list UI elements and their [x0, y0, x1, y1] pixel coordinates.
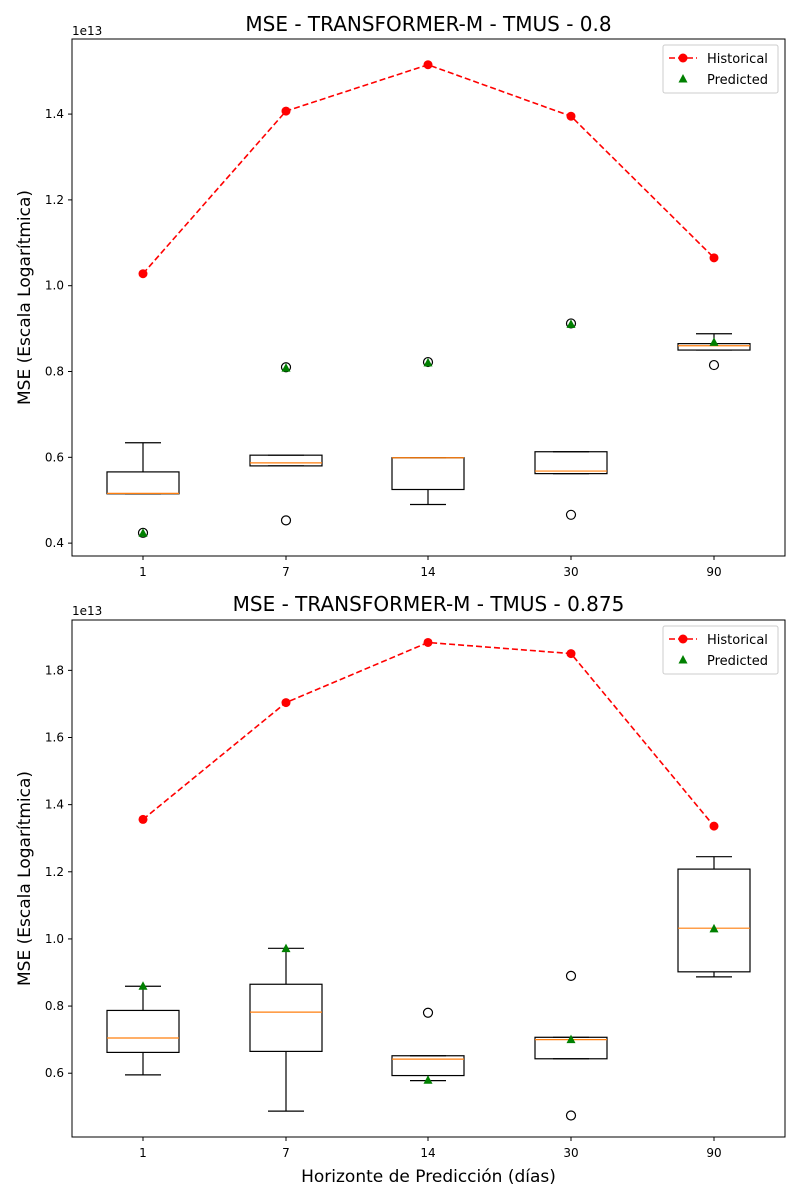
x-tick-label: 90: [706, 1146, 721, 1160]
y-tick-label: 1.0: [45, 279, 64, 293]
x-tick-label: 90: [706, 565, 721, 579]
series-predicted: [138, 923, 719, 1084]
predicted-point: [709, 337, 719, 346]
legend: Historical Predicted: [662, 44, 779, 94]
y-tick-label: 1.4: [45, 107, 64, 121]
historical-point: [138, 814, 148, 824]
y-tick-label: 0.6: [45, 1066, 64, 1080]
y-tick-label: 1.2: [45, 865, 64, 879]
box-7: [249, 947, 323, 1112]
historical-point: [281, 698, 291, 708]
y-tick-label: 1.8: [45, 663, 64, 677]
box-rect: [391, 457, 465, 491]
y-axis-label: MSE (Escala Logarítmica): [15, 190, 35, 405]
plot-frame: [71, 619, 786, 1138]
outlier-point: [422, 356, 434, 368]
outlier-point: [422, 1007, 434, 1018]
historical-point: [566, 111, 576, 121]
legend-predicted-marker: [678, 655, 688, 664]
historical-point: [709, 253, 719, 263]
x-tick-label: 14: [420, 1146, 435, 1160]
legend: Historical Predicted: [662, 625, 779, 675]
legend-predicted-marker: [678, 74, 688, 83]
x-tick-label: 7: [282, 565, 290, 579]
predicted-point: [709, 923, 719, 933]
outlier-point: [708, 359, 720, 371]
historical-point: [423, 637, 433, 647]
box-90: [677, 856, 751, 978]
legend-historical-label: Historical: [707, 52, 768, 67]
box-rect: [106, 471, 180, 495]
legend-historical-marker: [678, 53, 688, 63]
historical-line: [142, 641, 715, 827]
box-rect: [106, 1009, 180, 1054]
historical-point: [281, 106, 291, 116]
chart-title: MSE - TRANSFORMER-M - TMUS - 0.8: [245, 12, 611, 36]
box-30: [534, 970, 608, 1121]
box-7: [249, 362, 323, 526]
historical-point: [566, 649, 576, 659]
y-offset-label: 1e13: [72, 604, 102, 618]
predicted-point: [138, 528, 148, 537]
chart-title: MSE - TRANSFORMER-M - TMUS - 0.875: [233, 592, 625, 616]
historical-point: [709, 821, 719, 831]
predicted-point: [281, 943, 291, 953]
outlier-point: [565, 509, 577, 520]
box-14: [391, 356, 465, 506]
series-predicted: [138, 319, 719, 537]
y-tick-label: 1.6: [45, 731, 64, 745]
y-offset-label: 1e13: [72, 24, 102, 38]
predicted-point: [566, 1034, 576, 1044]
x-tick-label: 30: [563, 565, 578, 579]
box-1: [106, 985, 180, 1076]
legend-historical-label: Historical: [707, 633, 768, 648]
x-axis-label: Horizonte de Predicción (días): [301, 1167, 556, 1187]
box-1: [106, 442, 180, 538]
predicted-point: [281, 363, 291, 372]
legend-box: [662, 44, 779, 94]
box-rect: [677, 868, 751, 973]
plot-frame: [71, 38, 786, 557]
x-tick-label: 1: [139, 1146, 147, 1160]
predicted-point: [566, 319, 576, 328]
x-tick-label: 1: [139, 565, 147, 579]
y-tick-label: 1.0: [45, 932, 64, 946]
series-historical: [138, 637, 719, 831]
box-rect: [534, 451, 608, 475]
legend-predicted-label: Predicted: [707, 73, 768, 88]
x-tick-label: 7: [282, 1146, 290, 1160]
y-tick-label: 1.4: [45, 798, 64, 812]
legend-historical-marker: [678, 634, 688, 644]
chart-panel: MSE - TRANSFORMER-M - TMUS - 0.875 1e13 0.…: [15, 592, 786, 1187]
predicted-point: [423, 1075, 433, 1084]
y-tick-label: 0.4: [45, 536, 64, 550]
box-14: [391, 1007, 465, 1082]
outlier-point: [565, 1110, 577, 1121]
historical-line: [142, 63, 715, 275]
x-tick-label: 14: [420, 565, 435, 579]
series-historical: [138, 60, 719, 279]
outlier-point: [280, 515, 292, 526]
predicted-point: [138, 981, 148, 990]
legend-predicted-label: Predicted: [707, 654, 768, 669]
outlier-point: [565, 318, 577, 329]
historical-point: [138, 269, 148, 279]
y-tick-label: 0.8: [45, 999, 64, 1013]
chart-panel: MSE - TRANSFORMER-M - TMUS - 0.8 1e13 0.4 0…: [15, 12, 786, 579]
outlier-point: [565, 970, 577, 981]
historical-point: [423, 60, 433, 70]
y-tick-label: 1.2: [45, 193, 64, 207]
y-tick-label: 0.6: [45, 450, 64, 464]
predicted-point: [423, 357, 433, 367]
x-tick-label: 30: [563, 1146, 578, 1160]
y-tick-label: 0.8: [45, 365, 64, 379]
outlier-point: [280, 362, 292, 373]
legend-box: [662, 625, 779, 675]
box-rect: [249, 454, 323, 467]
box-rect: [249, 983, 323, 1052]
y-axis-label: MSE (Escala Logarítmica): [15, 771, 35, 986]
box-30: [534, 318, 608, 520]
